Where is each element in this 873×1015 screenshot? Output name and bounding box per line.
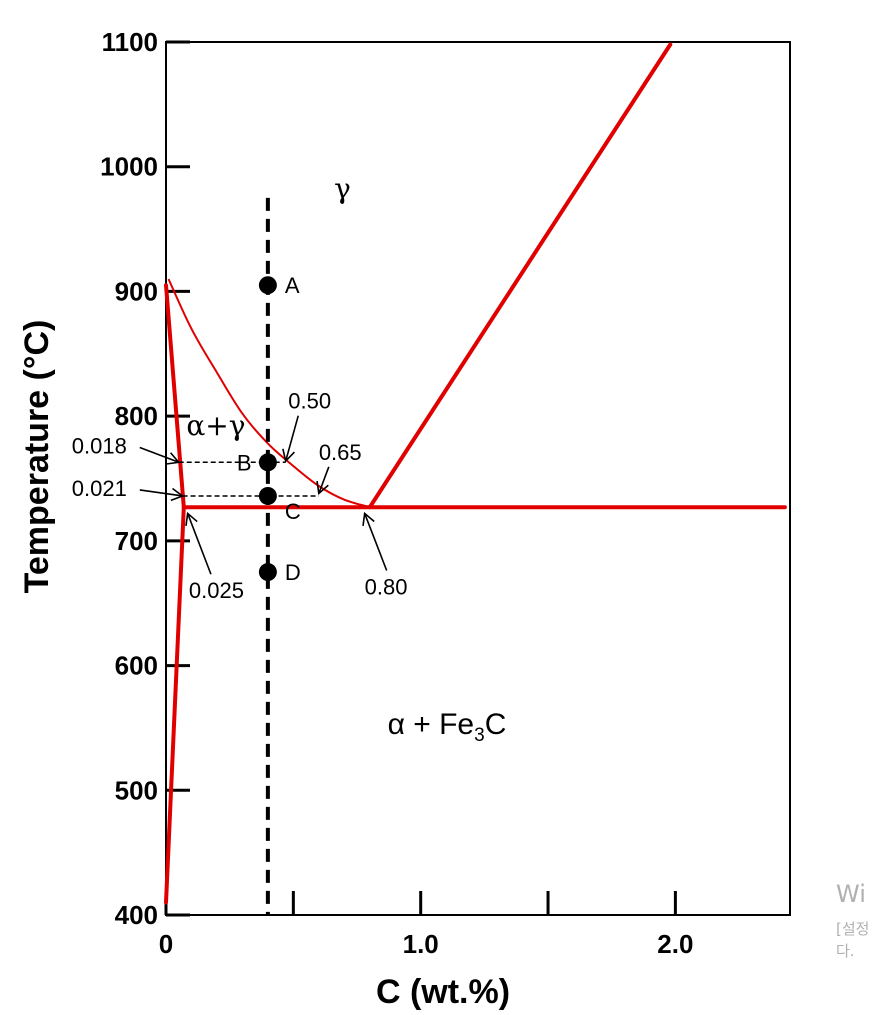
annotation-label: 0.80 [365, 574, 408, 599]
y-tick-label: 1000 [100, 152, 158, 182]
point-label-c: C [285, 499, 301, 524]
watermark-line-1: Wi [836, 880, 866, 908]
point-c [258, 486, 277, 505]
point-label-a: A [285, 273, 300, 298]
annotation-arrow [282, 415, 300, 463]
annotation-label: 0.50 [288, 389, 331, 414]
annotation-arrow [185, 511, 212, 575]
y-tick-label: 500 [115, 775, 158, 805]
boundary-acm [367, 42, 673, 510]
point-d [258, 563, 277, 582]
x-tick-label: 1.0 [403, 929, 439, 959]
boundary-alpha-solvus-lower [164, 505, 186, 905]
annotation-arrow [362, 511, 388, 571]
y-tick-label: 600 [115, 651, 158, 681]
y-tick-label: 700 [115, 526, 158, 556]
y-tick-label: 800 [115, 401, 158, 431]
y-tick-label: 1100 [102, 27, 158, 57]
annotation-label: 0.021 [72, 476, 127, 501]
x-axis-title: C (wt.%) [376, 973, 510, 1011]
phase-label-alpha-gamma: α+γ [186, 409, 245, 442]
point-label-b: B [237, 450, 252, 475]
phase-label-gamma: γ [334, 172, 351, 205]
annotation-label: 0.025 [189, 578, 244, 603]
boundary-alpha-solvus-upper [164, 283, 186, 510]
x-tick-label: 0 [159, 929, 173, 959]
x-tick-label: 2.0 [657, 929, 693, 959]
y-axis-title: Temperature (°C) [18, 320, 56, 594]
annotation-arrow [139, 446, 181, 465]
watermark-line-2: [설정 [836, 920, 870, 938]
annotation-label: 0.65 [319, 440, 362, 465]
annotation-label: 0.018 [72, 434, 127, 459]
point-b [258, 453, 277, 472]
y-tick-label: 400 [115, 900, 158, 930]
y-tick-label: 900 [115, 276, 158, 306]
a3-curve [167, 278, 371, 509]
phase-label-alpha-fe3c: α + Fe3C [388, 708, 507, 746]
point-a [258, 276, 277, 295]
annotation-arrow [139, 487, 185, 502]
plot-frame [165, 41, 791, 916]
point-label-d: D [285, 560, 301, 585]
annotation-arrow [316, 466, 330, 496]
watermark-line-3: 다. [836, 942, 855, 960]
